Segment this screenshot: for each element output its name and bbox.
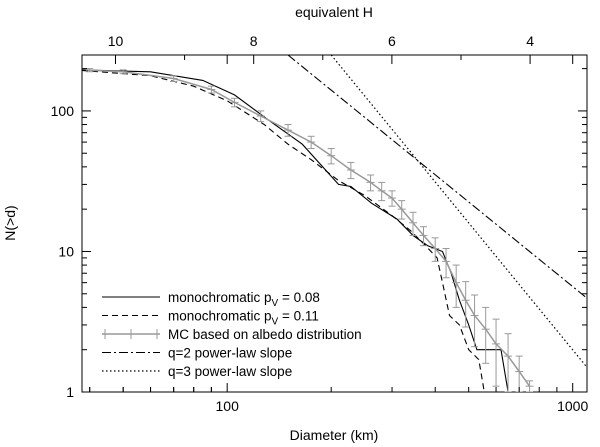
legend-label-main: monochromatic p [168,290,272,305]
legend-label-4: q=3 power-law slope [168,364,292,379]
legend-label-main: q=2 power-law slope [168,346,292,361]
series-line-1 [82,69,485,392]
tick-layer: 100 1000 1 10 100 10 8 6 4 [51,33,589,414]
top-tick-label: 10 [108,33,124,49]
legend-label-subscript: V [272,317,279,328]
series-line-0 [82,69,509,392]
legend-label-value: = 0.11 [278,309,319,324]
x-tick-label: 1000 [557,398,588,414]
legend-label-main: monochromatic p [168,309,272,324]
series-line-4 [330,55,587,368]
legend-label-value: = 0.08 [278,290,320,305]
plot-frame [81,54,588,393]
legend-label-main: q=3 power-law slope [168,364,292,379]
legend-label-main: MC based on albedo distribution [168,327,362,342]
y-tick-label: 10 [58,243,74,259]
y-tick-label: 1 [66,384,74,400]
series-group [82,55,587,392]
series-line-2 [89,69,531,387]
series-layer [82,55,587,392]
legend-label-1: monochromatic pV = 0.11 [168,309,319,328]
legend-label-subscript: V [272,298,279,309]
top-tick-label: 8 [250,33,258,49]
legend-label-3: q=2 power-law slope [168,346,292,361]
x-tick-label: 100 [216,398,240,414]
legend-label-0: monochromatic pV = 0.08 [168,290,320,309]
legend-label-2: MC based on albedo distribution [168,327,362,342]
top-tick-label: 6 [388,33,396,49]
y-tick-label: 100 [51,103,75,119]
x-axis-title: Diameter (km) [290,427,379,443]
y-axis-title: N(>d) [2,205,18,240]
top-tick-label: 4 [526,33,534,49]
series-line-3 [287,55,587,299]
top-axis-title: equivalent H [295,4,373,20]
